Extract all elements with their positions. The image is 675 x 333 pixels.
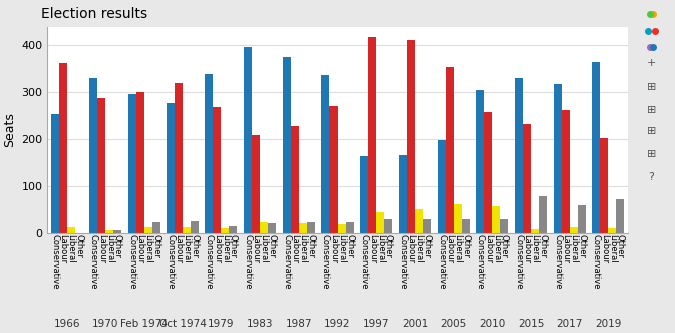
Text: 1966: 1966 (53, 319, 80, 329)
Text: 1983: 1983 (247, 319, 273, 329)
Bar (97, 99, 105, 233)
Bar (183, 227, 191, 233)
Bar (283, 57, 291, 233)
Bar (608, 228, 616, 233)
Bar (454, 204, 462, 233)
Bar (562, 110, 570, 233)
Bar (105, 230, 113, 233)
Text: ⊞: ⊞ (647, 126, 656, 136)
Bar (523, 124, 531, 233)
Bar (423, 219, 431, 233)
Bar (51, 115, 59, 233)
Bar (539, 196, 547, 233)
Bar (368, 37, 376, 233)
Bar (59, 63, 67, 233)
Bar (260, 222, 268, 233)
Text: 1992: 1992 (324, 319, 351, 329)
Text: 1970: 1970 (92, 319, 119, 329)
Bar (321, 76, 329, 233)
Bar (152, 222, 160, 233)
Text: 1987: 1987 (286, 319, 312, 329)
Text: ⊞: ⊞ (647, 105, 656, 115)
Bar (415, 209, 423, 233)
Bar (462, 219, 470, 233)
Text: Feb 1974: Feb 1974 (120, 319, 168, 329)
Bar (515, 78, 523, 233)
Text: 1997: 1997 (363, 319, 389, 329)
Text: ⊞: ⊞ (647, 149, 656, 159)
Bar (531, 229, 539, 233)
Text: 2005: 2005 (441, 319, 466, 329)
Bar (128, 94, 136, 233)
Bar (291, 126, 299, 233)
Bar (221, 228, 230, 233)
Bar (144, 226, 152, 233)
Bar (570, 227, 578, 233)
Bar (399, 155, 407, 233)
Text: 2017: 2017 (556, 319, 583, 329)
Bar (113, 230, 122, 233)
Bar (554, 84, 562, 233)
Bar (492, 206, 500, 233)
Y-axis label: Seats: Seats (3, 113, 16, 147)
Bar (167, 103, 175, 233)
Bar (244, 47, 252, 233)
Text: 2015: 2015 (518, 319, 544, 329)
Bar (376, 211, 384, 233)
Bar (89, 78, 97, 233)
Text: Election results: Election results (41, 7, 148, 21)
Bar (136, 92, 144, 233)
Text: 1979: 1979 (208, 319, 235, 329)
Text: 2019: 2019 (595, 319, 622, 329)
Bar (329, 106, 338, 233)
Text: 2001: 2001 (402, 319, 428, 329)
Bar (205, 74, 213, 233)
Bar (175, 84, 183, 233)
Bar (213, 107, 221, 233)
Bar (338, 224, 346, 233)
Bar (578, 205, 586, 233)
Bar (500, 219, 508, 233)
Bar (191, 221, 198, 233)
Bar (407, 40, 415, 233)
Bar (384, 219, 392, 233)
Text: Oct 1974: Oct 1974 (159, 319, 207, 329)
Bar (616, 199, 624, 233)
Text: +: + (647, 58, 656, 68)
Bar (252, 135, 260, 233)
Bar (477, 90, 484, 233)
Text: ⊞: ⊞ (647, 82, 656, 92)
Bar (346, 222, 354, 233)
Bar (593, 62, 600, 233)
Text: ?: ? (649, 172, 654, 182)
Bar (299, 223, 307, 233)
Text: 2010: 2010 (479, 319, 506, 329)
Bar (446, 67, 454, 233)
Bar (268, 223, 276, 233)
Bar (67, 227, 75, 233)
Bar (484, 112, 492, 233)
Bar (307, 222, 315, 233)
Bar (360, 156, 368, 233)
Bar (437, 140, 446, 233)
Bar (600, 138, 608, 233)
Bar (230, 225, 238, 233)
